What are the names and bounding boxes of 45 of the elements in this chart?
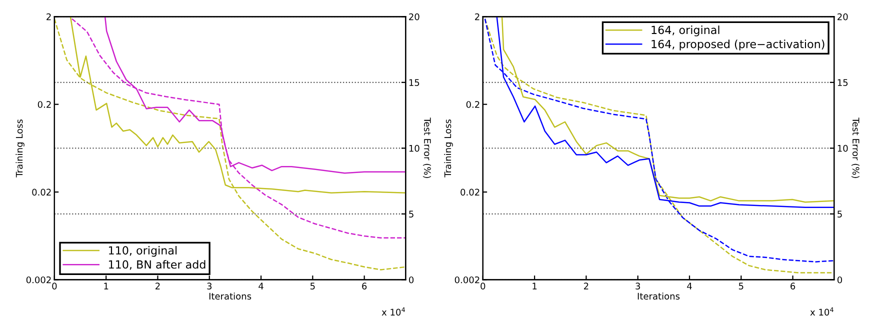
x-tick-label: 6 <box>790 282 796 290</box>
y2-tick-label: 15 <box>409 79 420 86</box>
x-tick-label: 1 <box>104 282 108 290</box>
y-tick-label: 2 <box>46 13 51 20</box>
text: x 10$^{4}$ <box>810 307 834 316</box>
y-tick-label: 2 <box>475 13 480 20</box>
y2-tick-label: 20 <box>409 13 420 20</box>
x-tick-label: 2 <box>156 282 160 290</box>
x-tick-label: 5 <box>738 282 744 290</box>
x-axis-title: Iterations <box>638 292 680 300</box>
y2-tick-label: 20 <box>838 13 848 20</box>
line-series <box>71 18 406 239</box>
x-axis-title: Iterations <box>209 292 252 300</box>
y-axis-title: Training Loss <box>16 119 24 178</box>
x-tick-label: 0 <box>52 282 57 290</box>
y-tick-label: 0.002 <box>454 276 480 284</box>
legend-label: 110, BN after add <box>108 260 206 270</box>
legend-label: 164, original <box>652 26 720 36</box>
x-tick-label: 3 <box>207 282 212 290</box>
y2-tick-label: 0 <box>837 276 842 284</box>
y2-axis-title: Test Error (%) <box>422 118 432 178</box>
y-tick-label: 0.2 <box>466 101 480 108</box>
y2-tick-label: 5 <box>838 210 842 218</box>
x-tick-label: 3 <box>636 282 640 290</box>
x-tick-label: 4 <box>258 282 264 290</box>
y-tick-label: 0.02 <box>32 188 51 196</box>
y-tick-label: 0.2 <box>38 101 51 108</box>
y2-tick-label: 10 <box>409 144 420 152</box>
y2-tick-label: 5 <box>409 210 414 218</box>
x-tick-label: 5 <box>310 282 315 290</box>
y-tick-label: 0.002 <box>26 276 51 284</box>
x-tick-label: 2 <box>584 282 588 290</box>
x-tick-label: 4 <box>687 282 692 290</box>
y2-tick-label: 10 <box>838 144 848 152</box>
y2-tick-label: 0 <box>409 276 414 284</box>
y-tick-label: 0.02 <box>460 188 480 196</box>
y-axis-title: Training Loss <box>444 119 453 178</box>
y2-axis-title: Test Error (%) <box>851 118 860 178</box>
x-tick-label: 6 <box>362 282 367 290</box>
legend-label: 164, proposed (pre−activation) <box>652 40 824 50</box>
y2-tick-label: 15 <box>838 79 848 86</box>
x-tick-label: 1 <box>532 282 537 290</box>
legend-label: 110, original <box>108 246 177 257</box>
x-tick-label: 0 <box>480 282 486 290</box>
text: x 10$^{4}$ <box>382 307 405 316</box>
